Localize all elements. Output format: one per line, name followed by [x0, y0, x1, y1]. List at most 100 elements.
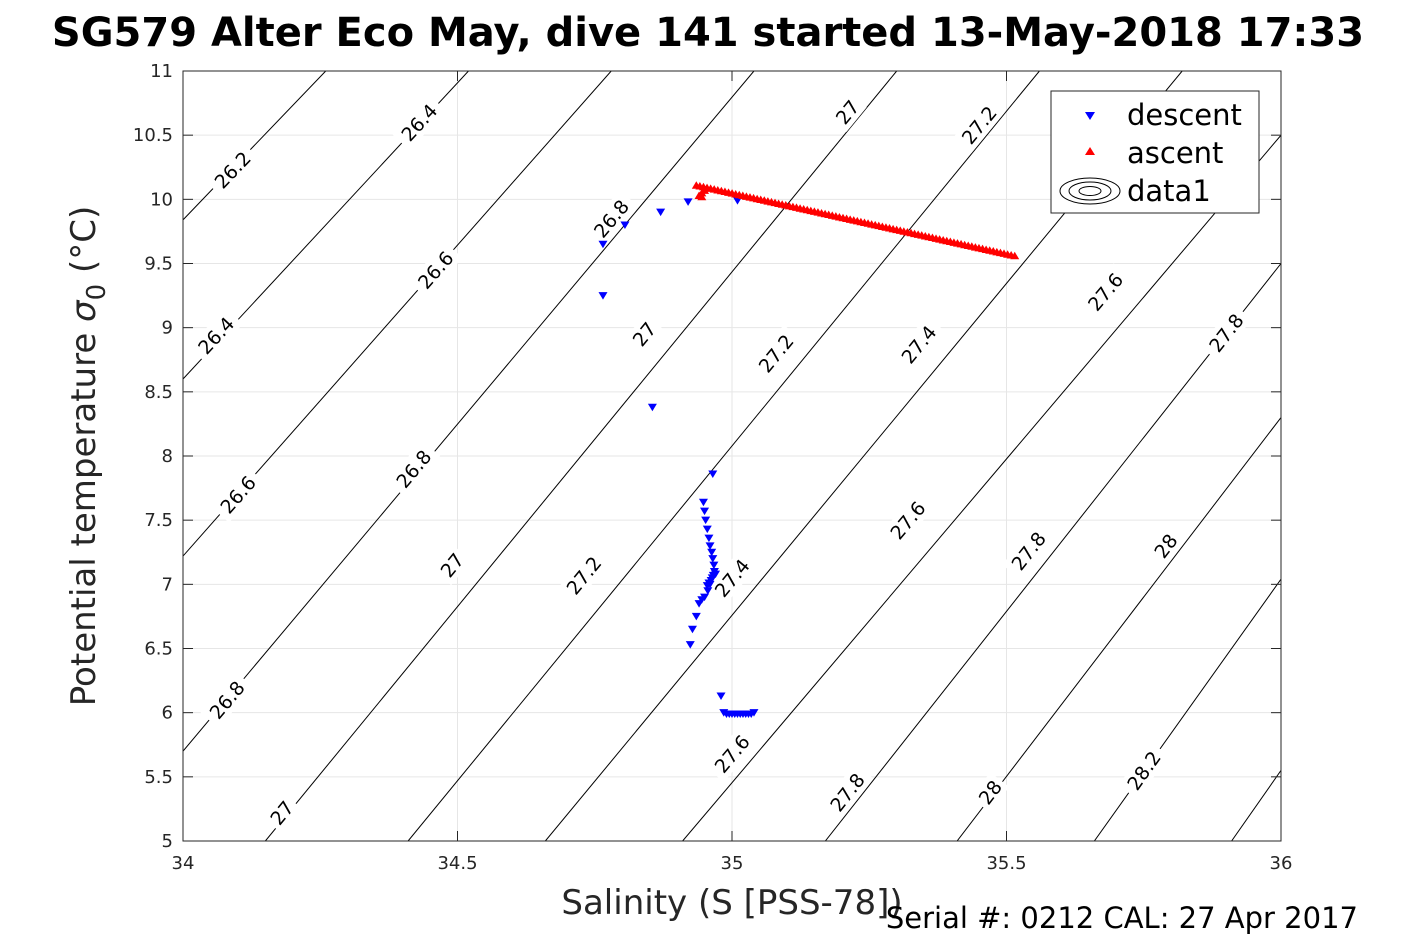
legend-box	[1050, 90, 1260, 214]
descent-point	[685, 641, 695, 649]
ascent-point	[1010, 251, 1020, 260]
x-tick-label: 34.5	[437, 853, 477, 874]
contour-label-bg	[1118, 741, 1170, 800]
y-axis-label: Potential temperature σ0 (°C)	[64, 206, 112, 706]
contour-label-bg	[211, 466, 265, 523]
contour-label-bg	[624, 314, 664, 355]
x-tick-label: 35	[721, 853, 744, 874]
y-axis: 5 5.5 6 6.5 7 7.5 8 8.5 9 9.5 10 10.5 11	[133, 61, 1281, 852]
y-tick-label: 5	[162, 831, 173, 852]
descent-point	[620, 221, 630, 229]
contour-label-bg	[821, 763, 874, 821]
y-tick-label: 9.5	[144, 254, 173, 275]
contour-line-26.2	[183, 71, 327, 221]
ascent-point	[697, 192, 707, 201]
contour-label-bg	[952, 96, 1006, 154]
y-tick-label: 6	[162, 703, 173, 724]
descent-point	[708, 470, 718, 478]
x-axis: 34 34.5 35 35.5 36	[172, 71, 1293, 874]
contour-label-bg	[205, 142, 260, 198]
descent-point	[687, 625, 697, 634]
descent-point	[705, 580, 715, 589]
contour-label-bg	[432, 545, 472, 586]
contour-label-bg	[200, 671, 254, 729]
contour-label-bg	[391, 94, 447, 151]
legend-ascent-label: ascent	[1127, 136, 1223, 170]
y-tick-label: 8	[162, 446, 173, 467]
y-tick-label: 5.5	[144, 767, 173, 788]
y-tick-label: 9	[162, 318, 173, 339]
chart-title: SG579 Alter Eco May, dive 141 started 13…	[52, 10, 1364, 56]
contour-line-28	[956, 417, 1281, 841]
legend-descent-marker	[1085, 112, 1095, 120]
contour-labels: 26.226.426.426.626.626.826.826.827272727…	[188, 92, 1253, 833]
contour-label-bg	[881, 491, 935, 549]
descent-point	[697, 596, 707, 604]
y-tick-label: 11	[150, 61, 173, 82]
contour-line-26.8	[183, 71, 755, 752]
legend: descent ascent data1	[1050, 90, 1260, 214]
x-tick-label: 36	[1270, 853, 1293, 874]
y-tick-label: 7.5	[144, 510, 173, 531]
descent-point	[691, 612, 701, 621]
contour-label-bg	[970, 772, 1010, 813]
descent-point	[698, 498, 708, 507]
x-tick-label: 34	[172, 853, 195, 874]
y-tick-label: 7	[162, 574, 173, 595]
y-tick-label: 10.5	[133, 125, 173, 146]
contour-label-bg	[584, 190, 638, 247]
descent-point	[711, 570, 721, 579]
contour-label-bg	[1002, 522, 1055, 580]
contour-label-bg	[1146, 525, 1185, 566]
contour-label-bg	[262, 792, 302, 833]
descent-point	[702, 525, 712, 534]
y-tick-label: 6.5	[144, 639, 173, 660]
contour-label-bg	[749, 324, 803, 382]
contour-label-bg	[408, 241, 463, 299]
descent-point	[694, 600, 704, 608]
ascent-series	[691, 181, 1020, 260]
legend-descent-label: descent	[1127, 98, 1242, 132]
contour-line-27.6	[682, 134, 1281, 841]
descent-point	[647, 403, 657, 412]
x-tick-label: 35.5	[986, 853, 1026, 874]
serial-footer: Serial #: 0212 CAL: 27 Apr 2017	[886, 901, 1358, 935]
legend-ascent-marker	[1085, 147, 1095, 155]
contour-label-bg	[827, 92, 867, 133]
descent-point	[683, 198, 693, 206]
contour-label-bg	[892, 315, 946, 373]
y-tick-label: 10	[150, 189, 173, 210]
legend-contour-icon	[1059, 177, 1121, 205]
contour-label-bg	[1078, 263, 1132, 321]
contour-line-27.8	[824, 263, 1281, 841]
contour-line-28.2	[1093, 578, 1281, 841]
descent-point	[703, 587, 713, 595]
descent-point	[716, 692, 726, 700]
descent-point	[700, 507, 710, 516]
descent-series	[598, 197, 759, 718]
descent-point	[709, 561, 719, 570]
legend-data1-label: data1	[1127, 174, 1211, 208]
descent-point	[701, 516, 711, 525]
contour-label-bg	[1199, 304, 1253, 362]
contour-line-28.4	[1231, 770, 1281, 841]
descent-point	[598, 292, 608, 300]
y-tick-label: 8.5	[144, 382, 173, 403]
descent-point	[656, 208, 666, 217]
contour-label-bg	[557, 546, 611, 604]
descent-point	[598, 240, 608, 249]
descent-point	[705, 542, 715, 550]
contour-line-27	[264, 71, 898, 841]
contour-label-bg	[705, 549, 759, 607]
descent-point	[708, 555, 718, 563]
contour-label-bg	[188, 307, 244, 364]
descent-point	[707, 548, 717, 557]
descent-point	[749, 709, 759, 717]
ascent-point	[700, 186, 710, 194]
descent-point	[704, 534, 714, 543]
contour-label-bg	[387, 440, 441, 498]
x-axis-label: Salinity (S [PSS-78])	[561, 883, 902, 923]
contour-label-bg	[705, 725, 759, 783]
contour-line-27.2	[407, 71, 1040, 841]
